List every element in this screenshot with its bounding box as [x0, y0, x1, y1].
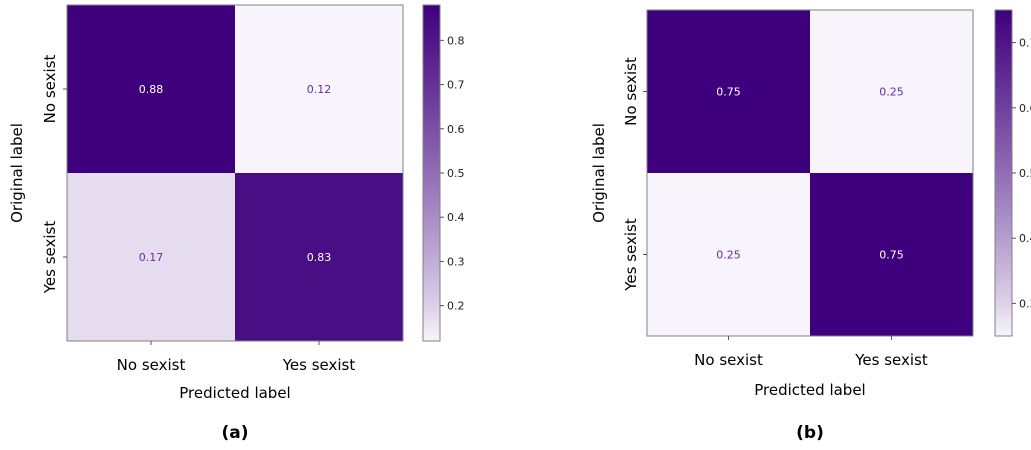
- x-tick-label: Yes sexist: [282, 356, 356, 374]
- colorbar-tick-label: 0.5: [1019, 167, 1031, 180]
- matrix-cell-r1-c1: [235, 173, 403, 341]
- x-axis-label: Predicted label: [179, 384, 290, 402]
- colorbar-tick-label: 0.6: [1019, 102, 1031, 115]
- y-tick-label: Yes sexist: [41, 221, 59, 295]
- panel-a-label: (a): [221, 423, 249, 443]
- colorbar-tick-label: 0.5: [447, 167, 465, 180]
- y-axis-label: Original label: [8, 123, 26, 223]
- cell-value-label: 0.25: [716, 249, 741, 262]
- matrix-cell-r0-c0: [647, 10, 810, 173]
- panel-b-label: (b): [796, 423, 824, 443]
- matrix-frame: [66, 4, 404, 342]
- x-axis-label: Predicted label: [754, 381, 865, 399]
- cell-value-label: 0.12: [307, 83, 332, 96]
- colorbar-tick-label: 0.3: [1019, 297, 1031, 310]
- matrix-cell-r1-c1: [810, 173, 973, 336]
- matrix-cell-r0-c1: [810, 10, 973, 173]
- matrix-frame: [646, 9, 974, 337]
- cell-value-label: 0.88: [139, 83, 164, 96]
- matrix-cell-r1-c0: [647, 173, 810, 336]
- colorbar-tick-label: 0.7: [1019, 37, 1031, 50]
- colorbar-tick-label: 0.3: [447, 255, 465, 268]
- y-tick-label: Yes sexist: [622, 218, 640, 292]
- matrix-cell-r1-c0: [67, 173, 235, 341]
- x-tick-label: No sexist: [117, 356, 186, 374]
- colorbar-tick-label: 0.4: [1019, 232, 1031, 245]
- x-tick-label: No sexist: [694, 351, 763, 369]
- y-tick-label: No sexist: [622, 57, 640, 126]
- x-tick-label: Yes sexist: [854, 351, 928, 369]
- cell-value-label: 0.25: [879, 86, 904, 99]
- cell-value-label: 0.83: [307, 251, 332, 264]
- colorbar: [422, 4, 441, 342]
- colorbar-tick-label: 0.2: [447, 300, 465, 313]
- colorbar: [994, 9, 1013, 337]
- y-axis-label: Original label: [590, 123, 608, 223]
- colorbar-tick-label: 0.6: [447, 123, 465, 136]
- matrix-cell-r0-c0: [67, 5, 235, 173]
- cell-value-label: 0.75: [879, 249, 904, 262]
- matrix-cell-r0-c1: [235, 5, 403, 173]
- colorbar-tick-label: 0.4: [447, 211, 465, 224]
- cell-value-label: 0.75: [716, 86, 741, 99]
- colorbar-tick-label: 0.8: [447, 34, 465, 47]
- cell-value-label: 0.17: [139, 251, 164, 264]
- colorbar-tick-label: 0.7: [447, 79, 465, 92]
- y-tick-label: No sexist: [41, 55, 59, 124]
